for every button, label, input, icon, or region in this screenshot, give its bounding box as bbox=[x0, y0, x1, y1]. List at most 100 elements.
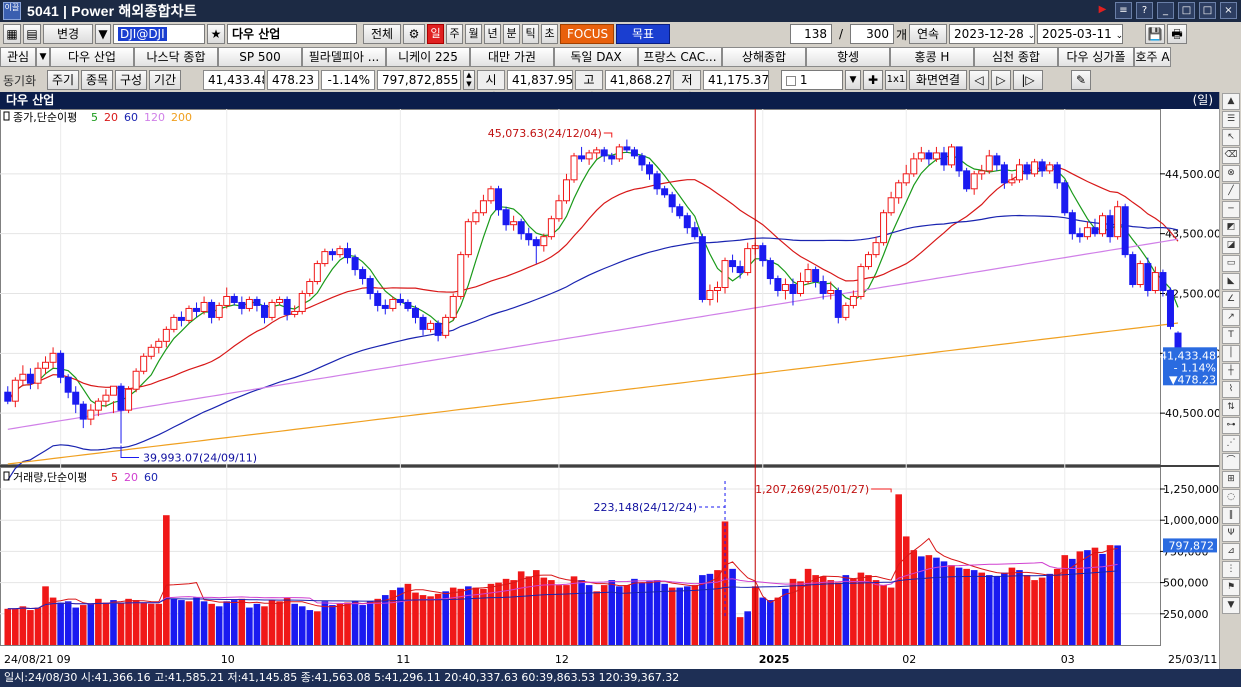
tab-sp500[interactable]: SP 500 bbox=[218, 47, 302, 67]
period-day[interactable]: 일 bbox=[427, 24, 444, 44]
signal-icon[interactable]: ⚑ bbox=[1222, 579, 1240, 596]
close-icon[interactable]: × bbox=[1220, 2, 1237, 19]
candle-body bbox=[985, 155, 993, 172]
tab-nikkei[interactable]: 니케이 225 bbox=[386, 47, 470, 67]
trend-line-icon[interactable]: ╱ bbox=[1222, 183, 1240, 200]
favorite-star-icon[interactable]: ★ bbox=[207, 24, 225, 44]
save-layout-icon[interactable]: ▤ bbox=[23, 24, 41, 44]
scroll-right-icon[interactable]: ▷ bbox=[991, 70, 1011, 90]
change-dropdown-icon[interactable]: ▼ bbox=[95, 24, 111, 44]
volume-spin-icon[interactable]: ▲ ▼ bbox=[463, 70, 475, 90]
list-icon[interactable]: ☰ bbox=[1222, 111, 1240, 128]
scroll-left-icon[interactable]: ◁ bbox=[969, 70, 989, 90]
tab-philadelphia[interactable]: 필라델피아 ... bbox=[302, 47, 386, 67]
zigzag-icon[interactable]: ⌇ bbox=[1222, 381, 1240, 398]
period-second[interactable]: 초 bbox=[541, 24, 558, 44]
overlay-dropdown-icon[interactable]: ▼ bbox=[845, 70, 861, 90]
config-button[interactable]: 구성 bbox=[115, 70, 147, 90]
gann-icon[interactable]: ⊿ bbox=[1222, 543, 1240, 560]
rectangle-icon[interactable]: ▭ bbox=[1222, 255, 1240, 272]
candle-body bbox=[948, 146, 956, 166]
candle-body bbox=[328, 251, 336, 256]
end-date-input[interactable]: 2025-03-11 ⌄ bbox=[1037, 24, 1124, 44]
vertical-line-icon[interactable]: │ bbox=[1222, 345, 1240, 362]
tab-shenzhen[interactable]: 심천 종합 bbox=[974, 47, 1058, 67]
continuous-button[interactable]: 연속 bbox=[909, 24, 948, 44]
crosshair-icon[interactable]: ✚ bbox=[863, 70, 883, 90]
tab-favorites[interactable]: 관심 bbox=[0, 47, 36, 67]
arrows-icon[interactable]: ⇅ bbox=[1222, 399, 1240, 416]
item-button[interactable]: 종목 bbox=[81, 70, 113, 90]
overlay-count-select[interactable]: 1 bbox=[781, 70, 843, 90]
channel-icon[interactable]: ◩ bbox=[1222, 219, 1240, 236]
menu-icon[interactable]: ≡ bbox=[1115, 2, 1132, 19]
total-input[interactable]: 300 bbox=[850, 24, 894, 44]
tab-nasdaq[interactable]: 나스닥 종합 bbox=[134, 47, 218, 67]
time-zone-icon[interactable]: ⋮ bbox=[1222, 561, 1240, 578]
tab-cac[interactable]: 프랑스 CAC... bbox=[638, 47, 722, 67]
horizontal-line-icon[interactable]: ─ bbox=[1222, 201, 1240, 218]
chart-grid: 44,500.0043,500.0042,500.0041,500.0040,5… bbox=[0, 109, 1219, 646]
start-date-input[interactable]: 2023-12-28 ⌄ bbox=[949, 24, 1036, 44]
period-tick[interactable]: 틱 bbox=[522, 24, 539, 44]
tab-taiwan[interactable]: 대만 가권 bbox=[470, 47, 554, 67]
ray-icon[interactable]: ↗ bbox=[1222, 309, 1240, 326]
pitchfork-icon[interactable]: Ψ bbox=[1222, 525, 1240, 542]
period-button[interactable]: 주기 bbox=[47, 70, 79, 90]
erase-all-icon[interactable]: ⊗ bbox=[1222, 165, 1240, 182]
tab-dax[interactable]: 독일 DAX bbox=[554, 47, 638, 67]
tab-australia[interactable]: 호주 A bbox=[1134, 47, 1171, 67]
play-icon[interactable]: ▶ bbox=[1098, 4, 1107, 15]
focus-button[interactable]: FOCUS bbox=[560, 24, 614, 44]
favorites-dropdown-icon[interactable]: ▼ bbox=[36, 47, 50, 67]
minimize-icon[interactable]: _ bbox=[1157, 2, 1174, 19]
fibonacci-icon[interactable]: ◪ bbox=[1222, 237, 1240, 254]
fan-icon[interactable]: ⋰ bbox=[1222, 435, 1240, 452]
save-icon[interactable]: 💾 bbox=[1145, 24, 1166, 44]
change-button[interactable]: 변경 bbox=[43, 24, 93, 44]
one-to-one-icon[interactable]: 1x1 bbox=[885, 70, 907, 90]
maximize-icon[interactable]: □ bbox=[1199, 2, 1216, 19]
scroll-up-icon[interactable]: ▲ bbox=[1222, 93, 1240, 110]
cross-line-icon[interactable]: ┼ bbox=[1222, 363, 1240, 380]
all-button[interactable]: 전체 bbox=[363, 24, 401, 44]
volume-bar bbox=[306, 610, 314, 645]
tab-hangseng[interactable]: 항셍 bbox=[806, 47, 890, 67]
help-icon[interactable]: ? bbox=[1136, 2, 1153, 19]
volume-bar bbox=[465, 586, 472, 645]
period-week[interactable]: 주 bbox=[446, 24, 463, 44]
overlay-count-value: 1 bbox=[799, 73, 808, 87]
period-minute[interactable]: 분 bbox=[503, 24, 520, 44]
period-line-icon[interactable]: ‖ bbox=[1222, 507, 1240, 524]
goal-button[interactable]: 목표 bbox=[616, 24, 670, 44]
restore-icon[interactable]: □ bbox=[1178, 2, 1195, 19]
tab-shanghai[interactable]: 상해종합 bbox=[722, 47, 806, 67]
scroll-down-icon[interactable]: ▼ bbox=[1222, 597, 1240, 614]
settings-gear-icon[interactable]: ⚙ bbox=[403, 24, 425, 44]
checkbox-icon[interactable] bbox=[786, 75, 796, 86]
grid-tool-icon[interactable]: ⊞ bbox=[1222, 471, 1240, 488]
arc-icon[interactable]: ⌒ bbox=[1222, 453, 1240, 470]
measure-icon[interactable]: ⊶ bbox=[1222, 417, 1240, 434]
symbol-name-field[interactable]: 다우 산업 bbox=[227, 24, 357, 44]
screen-link-button[interactable]: 화면연결 bbox=[909, 70, 967, 90]
pen-icon[interactable]: ✎ bbox=[1071, 70, 1091, 90]
period-month[interactable]: 월 bbox=[465, 24, 482, 44]
period-year[interactable]: 년 bbox=[484, 24, 501, 44]
price-volume-chart[interactable]: 44,500.0043,500.0042,500.0041,500.0040,5… bbox=[0, 109, 1219, 669]
print-icon[interactable]: 🖶 bbox=[1167, 24, 1188, 44]
cursor-icon[interactable]: ↖ bbox=[1222, 129, 1240, 146]
count-input[interactable]: 138 bbox=[790, 24, 832, 44]
scroll-end-icon[interactable]: |▷ bbox=[1013, 70, 1043, 90]
window-list-icon[interactable]: ▦ bbox=[3, 24, 21, 44]
triangle-icon[interactable]: ◣ bbox=[1222, 273, 1240, 290]
eraser-icon[interactable]: ⌫ bbox=[1222, 147, 1240, 164]
angle-icon[interactable]: ∠ bbox=[1222, 291, 1240, 308]
symbol-code-input[interactable]: DJI@DJI bbox=[113, 24, 205, 44]
tab-dow[interactable]: 다우 산업 bbox=[50, 47, 134, 67]
tab-hongkong-h[interactable]: 홍콩 H bbox=[890, 47, 974, 67]
tab-dow-singapore[interactable]: 다우 싱가폴 bbox=[1058, 47, 1134, 67]
text-icon[interactable]: T bbox=[1222, 327, 1240, 344]
spiral-icon[interactable]: ◌ bbox=[1222, 489, 1240, 506]
range-button[interactable]: 기간 bbox=[149, 70, 181, 90]
